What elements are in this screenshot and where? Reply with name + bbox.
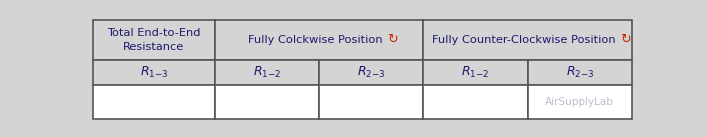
Text: AirSupplyLab: AirSupplyLab [545,97,614,107]
Text: ↻: ↻ [388,33,399,46]
Text: $\mathit{R}_{1\mathrm{-}3}$: $\mathit{R}_{1\mathrm{-}3}$ [139,65,168,80]
FancyBboxPatch shape [527,60,632,85]
FancyBboxPatch shape [423,60,527,85]
Text: ↻: ↻ [621,33,631,46]
Text: Total End-to-End
Resistance: Total End-to-End Resistance [107,28,201,52]
FancyBboxPatch shape [423,20,632,60]
FancyBboxPatch shape [215,20,423,60]
Text: $\mathit{R}_{2\mathrm{-}3}$: $\mathit{R}_{2\mathrm{-}3}$ [566,65,594,80]
FancyBboxPatch shape [423,85,527,119]
Text: $\mathit{R}_{1\mathrm{-}2}$: $\mathit{R}_{1\mathrm{-}2}$ [253,65,281,80]
FancyBboxPatch shape [215,85,319,119]
Text: Fully Colckwise Position: Fully Colckwise Position [248,35,390,45]
FancyBboxPatch shape [319,60,423,85]
FancyBboxPatch shape [527,85,632,119]
FancyBboxPatch shape [319,85,423,119]
Text: Fully Counter-Clockwise Position: Fully Counter-Clockwise Position [432,35,623,45]
FancyBboxPatch shape [215,60,319,85]
FancyBboxPatch shape [93,85,215,119]
FancyBboxPatch shape [93,60,215,85]
Text: $\mathit{R}_{1\mathrm{-}2}$: $\mathit{R}_{1\mathrm{-}2}$ [462,65,490,80]
Text: $\mathit{R}_{2\mathrm{-}3}$: $\mathit{R}_{2\mathrm{-}3}$ [357,65,385,80]
FancyBboxPatch shape [93,20,215,60]
